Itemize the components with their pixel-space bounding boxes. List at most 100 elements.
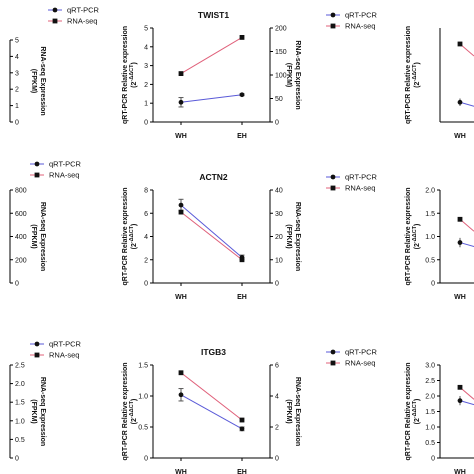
- right-mid-x-tick-label: WH: [454, 294, 466, 301]
- twist1-data-point-rna: [239, 35, 245, 40]
- left-bot-right-tick-label: 0.5: [15, 437, 25, 444]
- left-mid-legend-rna-label: RNA-seq: [49, 171, 79, 180]
- right-bot-left-tick-label: 0.5: [425, 440, 435, 447]
- itgb3-left-tick-label: 0.5: [138, 425, 148, 432]
- twist1-title: TWIST1: [198, 10, 229, 20]
- left-bot-right-tick-label: 2.0: [15, 381, 25, 388]
- itgb3-legend-qrt-label: qRT-PCR: [345, 348, 378, 357]
- left-bot-legend-rna-marker: [34, 352, 40, 358]
- right-mid-left-tick-label: 0: [431, 281, 435, 288]
- itgb3-left-axis-label: qRT-PCR Relative expression (2-ΔΔCT): [122, 362, 138, 460]
- itgb3-legend-rna-label: RNA-seq: [345, 359, 375, 368]
- right-bot-data-point-qrt: [457, 398, 463, 404]
- actn2-left-axis-label: qRT-PCR Relative expression (2-ΔΔCT): [122, 187, 138, 285]
- twist1-legend-qrt-label: qRT-PCR: [345, 11, 378, 20]
- right-bot-left-axis-label: qRT-PCR Relative expression (2-ΔΔCT): [405, 362, 421, 460]
- itgb3-left-tick-label: 1.5: [138, 363, 148, 370]
- actn2-left-axis-label-text: qRT-PCR Relative expression: [122, 187, 129, 285]
- right-top-left-axis-label: qRT-PCR Relative expression (2-ΔΔCT): [405, 26, 421, 124]
- twist1-left-tick-label: 2: [144, 82, 148, 89]
- actn2-legend-rna-label: RNA-seq: [345, 184, 375, 193]
- right-top-x-tick-label: WH: [454, 133, 466, 140]
- twist1-data-point-qrt: [239, 92, 245, 98]
- itgb3-left-tick-label: 0: [144, 456, 148, 463]
- left-top-right-axis-label: RNA-seq Expression(FPKM): [30, 46, 46, 115]
- actn2-right-tick-label: 30: [275, 211, 283, 218]
- left-bot-right-axis-label-sublabel: (FPKM): [30, 399, 37, 424]
- actn2-left-axis-label-sublabel: (2-ΔΔCT): [129, 224, 138, 250]
- itgb3-right-axis-label: RNA-seq Expression(FPKM): [285, 377, 301, 446]
- actn2-right-tick-label: 20: [275, 234, 283, 241]
- right-mid-data-point-qrt: [457, 240, 463, 245]
- right-bot-data-point-rna: [457, 384, 463, 390]
- actn2-right-axis-label: RNA-seq Expression(FPKM): [285, 202, 301, 271]
- right-mid-left-axis-label-sublabel: (2-ΔΔCT): [412, 224, 421, 250]
- twist1-left-tick-label: 0: [144, 120, 148, 127]
- itgb3-data-point-qrt: [239, 426, 245, 432]
- twist1-right-tick-label: 50: [275, 96, 283, 103]
- left-bot-legend-qrt-marker: [34, 341, 40, 347]
- actn2-title: ACTN2: [199, 172, 228, 182]
- itgb3-right-tick-label: 4: [275, 394, 279, 401]
- actn2-left-tick-label: 6: [144, 211, 148, 218]
- twist1-legend-rna-marker: [330, 23, 336, 29]
- twist1-legend-rna-label: RNA-seq: [345, 22, 375, 31]
- itgb3-data-point-rna: [178, 370, 184, 376]
- right-mid-data-point-rna: [457, 216, 463, 222]
- itgb3-title: ITGB3: [201, 347, 226, 357]
- right-mid-left-tick-label: 1.5: [425, 211, 435, 218]
- twist1-left-tick-label: 1: [144, 101, 148, 108]
- left-mid-right-axis-label: RNA-seq Expression(FPKM): [30, 202, 46, 271]
- actn2-right-axis-label-sublabel: (FPKM): [285, 224, 292, 249]
- itgb3-right-tick-label: 2: [275, 425, 279, 432]
- left-mid-legend-qrt-marker: [34, 161, 40, 167]
- right-top-left-axis-label-sublabel: (2-ΔΔCT): [412, 62, 421, 88]
- left-bot-right-tick-label: 1.0: [15, 418, 25, 425]
- left-bot-legend-qrt-label: qRT-PCR: [49, 340, 82, 349]
- right-bot-left-tick-label: 3.0: [425, 363, 435, 370]
- itgb3-right-axis-label-sublabel: (FPKM): [285, 399, 292, 424]
- twist1-right-axis-label-sublabel: (FPKM): [285, 63, 292, 88]
- actn2-left-tick-label: 2: [144, 257, 148, 264]
- itgb3-right-axis-label-text: RNA-seq Expression: [294, 377, 301, 446]
- actn2-series-line-rna: [180, 211, 243, 261]
- twist1-right-tick-label: 100: [275, 73, 287, 80]
- actn2-legend-qrt-marker: [330, 174, 336, 180]
- twist1-left-tick-label: 5: [144, 26, 148, 33]
- left-mid-right-tick-label: 800: [15, 188, 27, 195]
- itgb3-x-tick-label: EH: [237, 469, 247, 474]
- right-mid-left-tick-label: 2.0: [425, 188, 435, 195]
- actn2-data-point-rna: [178, 209, 184, 215]
- left-mid-right-tick-label: 0: [15, 281, 19, 288]
- left-bot-right-tick-label: 1.5: [15, 400, 25, 407]
- left-top-right-tick-label: 5: [15, 38, 19, 45]
- itgb3-data-point-rna: [239, 417, 245, 423]
- twist1-left-axis-label: qRT-PCR Relative expression (2-ΔΔCT): [122, 26, 138, 124]
- itgb3-legend-qrt-marker: [330, 349, 336, 355]
- right-bot-left-tick-label: 2.5: [425, 378, 435, 385]
- right-bot-left-tick-label: 2.0: [425, 394, 435, 401]
- actn2-left-tick-label: 8: [144, 188, 148, 195]
- itgb3-left-axis-label-text: qRT-PCR Relative expression: [122, 362, 129, 460]
- right-bot-left-axis-label-text: qRT-PCR Relative expression: [405, 362, 412, 460]
- left-bot-legend-rna-label: RNA-seq: [49, 351, 79, 360]
- right-top-data-point-qrt: [457, 99, 463, 105]
- left-top-right-tick-label: 1: [15, 103, 19, 110]
- right-mid-left-axis-label: qRT-PCR Relative expression (2-ΔΔCT): [405, 187, 421, 285]
- twist1-left-tick-label: 3: [144, 63, 148, 70]
- twist1-legend-qrt-marker: [330, 12, 336, 18]
- left-bot-right-tick-label: 0: [15, 456, 19, 463]
- left-top-legend-rna-marker: [52, 18, 58, 24]
- actn2-right-tick-label: 40: [275, 188, 283, 195]
- right-top-data-point-rna: [457, 41, 463, 47]
- right-top-series-line-qrt: [459, 101, 474, 107]
- actn2-x-tick-label: EH: [237, 294, 247, 301]
- left-mid-right-tick-label: 600: [15, 211, 27, 218]
- right-mid-left-axis-label-text: qRT-PCR Relative expression: [405, 187, 412, 285]
- twist1-series-line-qrt: [180, 94, 243, 103]
- twist1-data-point-qrt: [178, 99, 184, 105]
- left-top-right-tick-label: 4: [15, 54, 19, 61]
- right-mid-series-line-qrt: [459, 242, 474, 248]
- left-mid-legend-rna-marker: [34, 172, 40, 178]
- twist1-right-tick-label: 200: [275, 26, 287, 33]
